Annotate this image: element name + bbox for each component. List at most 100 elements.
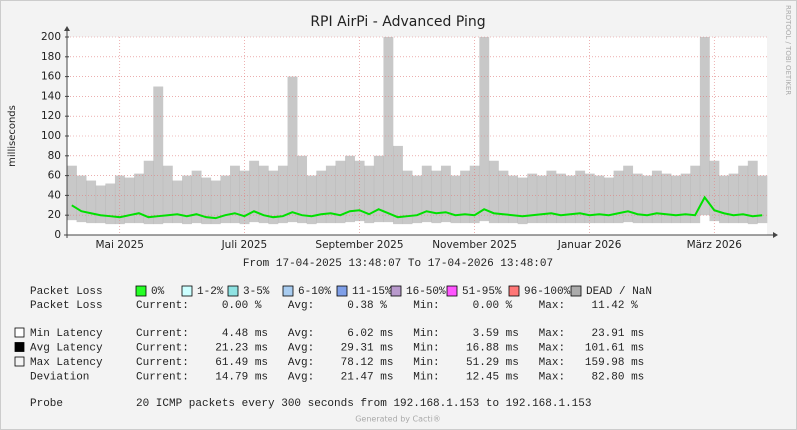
y-tick-label: 200 xyxy=(41,31,61,43)
smoke xyxy=(86,180,97,224)
smoke xyxy=(613,170,624,224)
smoke xyxy=(134,173,145,224)
smoke xyxy=(460,170,471,224)
smoke xyxy=(182,175,192,225)
smoke xyxy=(412,175,423,224)
chart-title: RPI AirPi - Advanced Ping xyxy=(310,14,485,30)
smoke xyxy=(124,177,135,224)
smoke xyxy=(345,155,355,223)
smoke xyxy=(297,155,308,224)
row-stats: Current: 61.49 ms Avg: 78.12 ms Min: 51.… xyxy=(136,357,644,369)
smoke xyxy=(584,173,595,224)
smoke xyxy=(757,175,768,224)
smoke xyxy=(402,170,413,225)
smoke xyxy=(651,170,662,224)
smoke xyxy=(268,170,279,225)
smoke xyxy=(642,175,653,224)
smoke xyxy=(690,165,701,224)
smoke xyxy=(201,177,212,225)
smoke xyxy=(431,170,442,224)
side-text: RRDTOOL / TOBI OETIKER xyxy=(784,5,792,95)
row-label: Min Latency xyxy=(30,328,103,340)
smoke xyxy=(738,165,749,224)
row-label: Deviation xyxy=(30,371,89,383)
legend-swatch xyxy=(282,285,294,297)
legend-item: DEAD / NaN xyxy=(586,286,652,298)
legend-swatch xyxy=(570,285,582,297)
smoke xyxy=(546,170,557,224)
smoke xyxy=(277,165,288,224)
smoke xyxy=(632,173,643,224)
legend-swatch xyxy=(336,285,348,297)
y-axis-label: milliseconds xyxy=(7,105,18,167)
legend-item: 6-10% xyxy=(298,286,331,298)
legend-swatch xyxy=(508,285,520,297)
legend-swatch xyxy=(14,356,25,367)
smoke xyxy=(527,173,538,224)
y-arrow xyxy=(64,26,70,31)
smoke xyxy=(575,170,586,224)
row-stats: Current: 4.48 ms Avg: 6.02 ms Min: 3.59 … xyxy=(136,328,644,340)
legend-swatch xyxy=(390,285,402,297)
smoke xyxy=(488,160,499,224)
smoke xyxy=(680,173,691,224)
legend-label: Packet Loss xyxy=(30,286,103,298)
row-label: Avg Latency xyxy=(30,342,103,354)
footer: Generated by Cacti® xyxy=(355,415,441,424)
smoke xyxy=(287,76,298,223)
smoke xyxy=(565,175,576,224)
smoke xyxy=(335,160,346,224)
legend-swatch xyxy=(181,285,193,297)
smoke xyxy=(258,165,269,224)
stats-label: Packet Loss xyxy=(30,300,103,312)
smoke xyxy=(623,165,634,223)
avg-line xyxy=(71,195,763,220)
smoke xyxy=(661,173,672,224)
smoke xyxy=(364,165,375,224)
smoke xyxy=(699,37,710,216)
smoke xyxy=(719,175,729,224)
row-label: Max Latency xyxy=(30,357,103,369)
subtitle: From 17-04-2025 13:48:07 To 17-04-2026 1… xyxy=(243,258,553,270)
row-stats: Current: 14.79 ms Avg: 21.47 ms Min: 12.… xyxy=(136,371,644,383)
legend-item: 96-100% xyxy=(524,286,571,298)
smoke xyxy=(421,165,432,223)
smoke xyxy=(479,37,490,222)
smoke xyxy=(76,175,87,223)
y-tick-label: 140 xyxy=(41,90,61,102)
smoke xyxy=(450,175,461,224)
smoke xyxy=(728,173,739,224)
smoke xyxy=(105,183,116,225)
y-tick-label: 180 xyxy=(41,51,61,63)
legend-swatch xyxy=(14,342,25,352)
y-tick-label: 160 xyxy=(41,71,61,83)
smoke xyxy=(95,185,106,224)
legend-item: 11-15% xyxy=(352,286,392,298)
legend-item: 3-5% xyxy=(243,286,270,298)
smoke xyxy=(536,175,547,224)
smoke xyxy=(306,175,317,225)
y-tick-label: 100 xyxy=(41,130,61,142)
smoke xyxy=(498,170,509,224)
x-tick-label: Juli 2025 xyxy=(221,239,268,251)
smoke xyxy=(67,165,77,221)
smoke xyxy=(153,86,164,225)
y-tick-label: 120 xyxy=(41,110,61,122)
legend-item: 16-50% xyxy=(406,286,446,298)
legend-swatch xyxy=(446,285,458,297)
smoke xyxy=(220,175,231,224)
legend-item: 51-95% xyxy=(462,286,502,298)
smoke xyxy=(671,175,681,224)
smoke xyxy=(747,160,758,225)
smoke xyxy=(210,180,221,225)
smoke xyxy=(517,177,528,225)
smoke xyxy=(325,165,336,224)
row-stats: Current: 21.23 ms Avg: 29.31 ms Min: 16.… xyxy=(136,342,644,354)
smoke xyxy=(172,180,183,224)
y-tick-label: 80 xyxy=(48,150,61,162)
x-tick-label: September 2025 xyxy=(315,239,403,251)
smoke xyxy=(143,160,154,225)
legend-swatch xyxy=(135,285,147,297)
smoke xyxy=(230,165,240,224)
